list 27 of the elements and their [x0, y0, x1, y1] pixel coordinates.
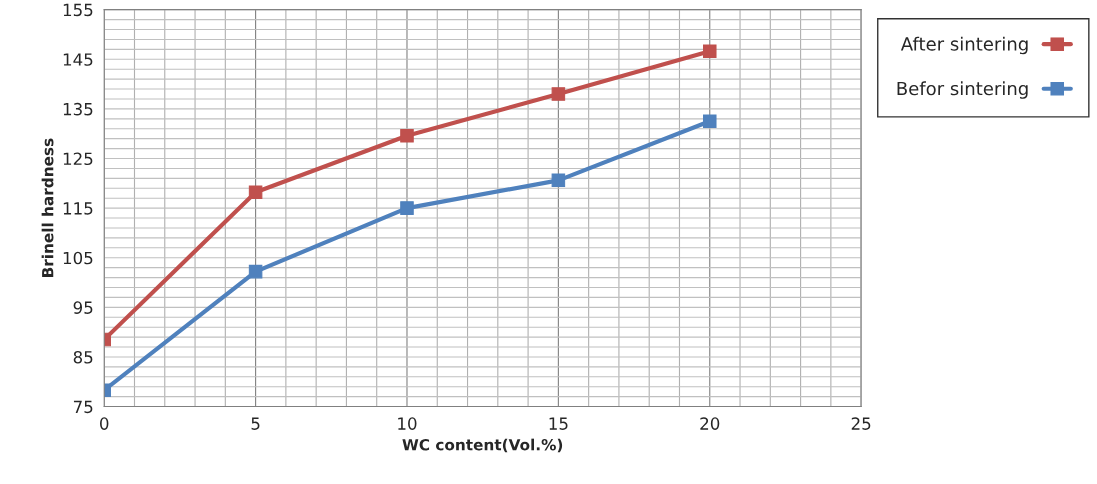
point	[248, 264, 263, 279]
legend-label: After sintering	[900, 36, 1028, 55]
y-tick-label: 85	[73, 350, 93, 364]
point	[702, 114, 717, 129]
x-tick-label: 0	[100, 417, 109, 430]
legend-label: Befor sintering	[897, 81, 1028, 99]
y-tick-label: 155	[63, 3, 93, 17]
x-tick-label: 20	[700, 417, 720, 430]
x-tick-label: 5	[251, 417, 260, 430]
point	[400, 128, 414, 143]
point	[248, 185, 263, 200]
x-tick-label: 25	[851, 417, 871, 430]
point	[551, 173, 566, 188]
y-tick-label: 105	[63, 251, 93, 265]
y-tick-label: 145	[63, 53, 93, 66]
y-tick-label: 95	[73, 301, 93, 314]
y-tick-label: 75	[73, 400, 93, 414]
point	[400, 201, 414, 215]
y-tick-label: 125	[63, 152, 93, 166]
x-tick-label: 10	[398, 417, 417, 430]
point	[702, 44, 717, 59]
x-axis-title: WC content(Vol.%)	[402, 438, 563, 453]
y-axis-title: Brinell hardness	[41, 138, 54, 277]
point	[551, 87, 566, 101]
x-tick-label: 15	[549, 417, 568, 430]
y-tick-label: 115	[63, 202, 93, 215]
y-tick-label: 135	[63, 102, 93, 116]
